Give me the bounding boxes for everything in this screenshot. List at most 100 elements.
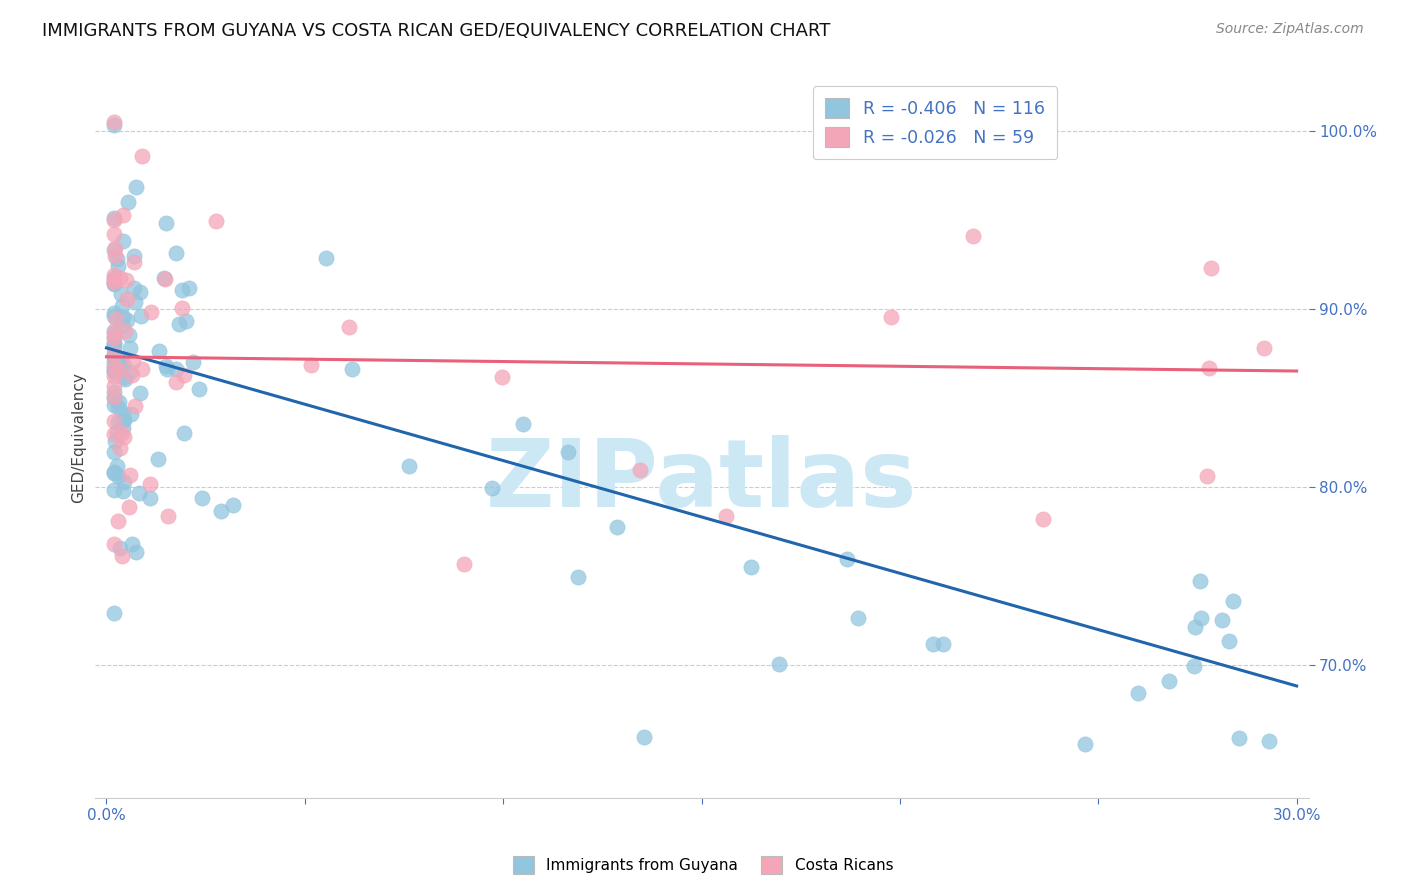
Point: [120, 365, 142, 379]
Point: [111, 406, 134, 420]
Point: [103, 115, 125, 129]
Point: [110, 286, 132, 301]
Point: [1157, 674, 1180, 689]
Point: [107, 400, 129, 414]
Point: [169, 317, 191, 331]
Point: [139, 491, 162, 505]
Point: [299, 358, 322, 372]
Point: [129, 285, 152, 299]
Text: Source: ZipAtlas.com: Source: ZipAtlas.com: [1216, 22, 1364, 37]
Point: [103, 351, 125, 365]
Point: [1211, 613, 1233, 627]
Point: [103, 306, 125, 320]
Point: [104, 250, 127, 264]
Point: [156, 509, 179, 524]
Point: [148, 343, 170, 358]
Point: [104, 241, 127, 255]
Point: [1198, 361, 1220, 376]
Point: [103, 536, 125, 550]
Point: [165, 376, 187, 390]
Point: [173, 425, 195, 440]
Point: [103, 414, 125, 428]
Point: [103, 243, 125, 257]
Point: [103, 227, 125, 242]
Point: [111, 549, 134, 564]
Point: [1032, 512, 1054, 526]
Legend: R = -0.406   N = 116, R = -0.026   N = 59: R = -0.406 N = 116, R = -0.026 N = 59: [813, 87, 1057, 159]
Point: [103, 379, 125, 393]
Point: [187, 382, 209, 396]
Point: [337, 319, 360, 334]
Point: [112, 234, 135, 248]
Point: [111, 483, 134, 498]
Point: [103, 336, 125, 351]
Point: [181, 355, 204, 369]
Point: [1199, 261, 1222, 276]
Point: [111, 208, 134, 222]
Point: [115, 292, 138, 306]
Point: [103, 270, 125, 285]
Point: [398, 459, 420, 474]
Point: [176, 313, 198, 327]
Point: [932, 637, 955, 651]
Point: [103, 340, 125, 354]
Point: [103, 275, 125, 289]
Point: [1197, 468, 1219, 483]
Point: [117, 194, 139, 209]
Point: [103, 607, 125, 621]
Point: [125, 180, 148, 194]
Point: [170, 283, 193, 297]
Point: [103, 309, 125, 323]
Point: [104, 312, 127, 326]
Point: [1073, 737, 1095, 751]
Point: [103, 326, 125, 340]
Point: [121, 537, 143, 551]
Point: [962, 229, 984, 244]
Point: [108, 363, 131, 377]
Point: [633, 730, 655, 744]
Point: [111, 425, 134, 440]
Point: [103, 360, 125, 375]
Point: [491, 369, 513, 384]
Point: [112, 475, 135, 490]
Point: [105, 350, 128, 364]
Point: [112, 413, 135, 427]
Point: [481, 481, 503, 495]
Point: [165, 362, 187, 376]
Point: [605, 520, 627, 534]
Point: [173, 368, 195, 383]
Point: [103, 273, 125, 287]
Point: [922, 637, 945, 651]
Point: [191, 491, 214, 505]
Point: [107, 355, 129, 369]
Point: [124, 295, 146, 310]
Point: [155, 216, 177, 230]
Point: [209, 504, 232, 518]
Point: [131, 362, 153, 376]
Point: [111, 299, 134, 313]
Point: [108, 541, 131, 555]
Point: [139, 476, 162, 491]
Point: [1222, 594, 1244, 608]
Point: [1189, 574, 1212, 588]
Text: IMMIGRANTS FROM GUYANA VS COSTA RICAN GED/EQUIVALENCY CORRELATION CHART: IMMIGRANTS FROM GUYANA VS COSTA RICAN GE…: [42, 22, 831, 40]
Point: [165, 246, 187, 260]
Point: [205, 214, 228, 228]
Point: [1184, 620, 1206, 634]
Point: [103, 384, 125, 399]
Point: [112, 370, 135, 384]
Point: [111, 357, 134, 371]
Point: [103, 348, 125, 362]
Legend: Immigrants from Guyana, Costa Ricans: Immigrants from Guyana, Costa Ricans: [506, 850, 900, 880]
Point: [124, 254, 146, 268]
Point: [105, 425, 128, 439]
Point: [107, 469, 129, 483]
Point: [122, 249, 145, 263]
Point: [512, 417, 534, 432]
Point: [103, 466, 125, 480]
Point: [103, 359, 125, 374]
Point: [115, 313, 138, 327]
Point: [340, 362, 363, 376]
Point: [112, 430, 135, 444]
Point: [110, 442, 132, 456]
